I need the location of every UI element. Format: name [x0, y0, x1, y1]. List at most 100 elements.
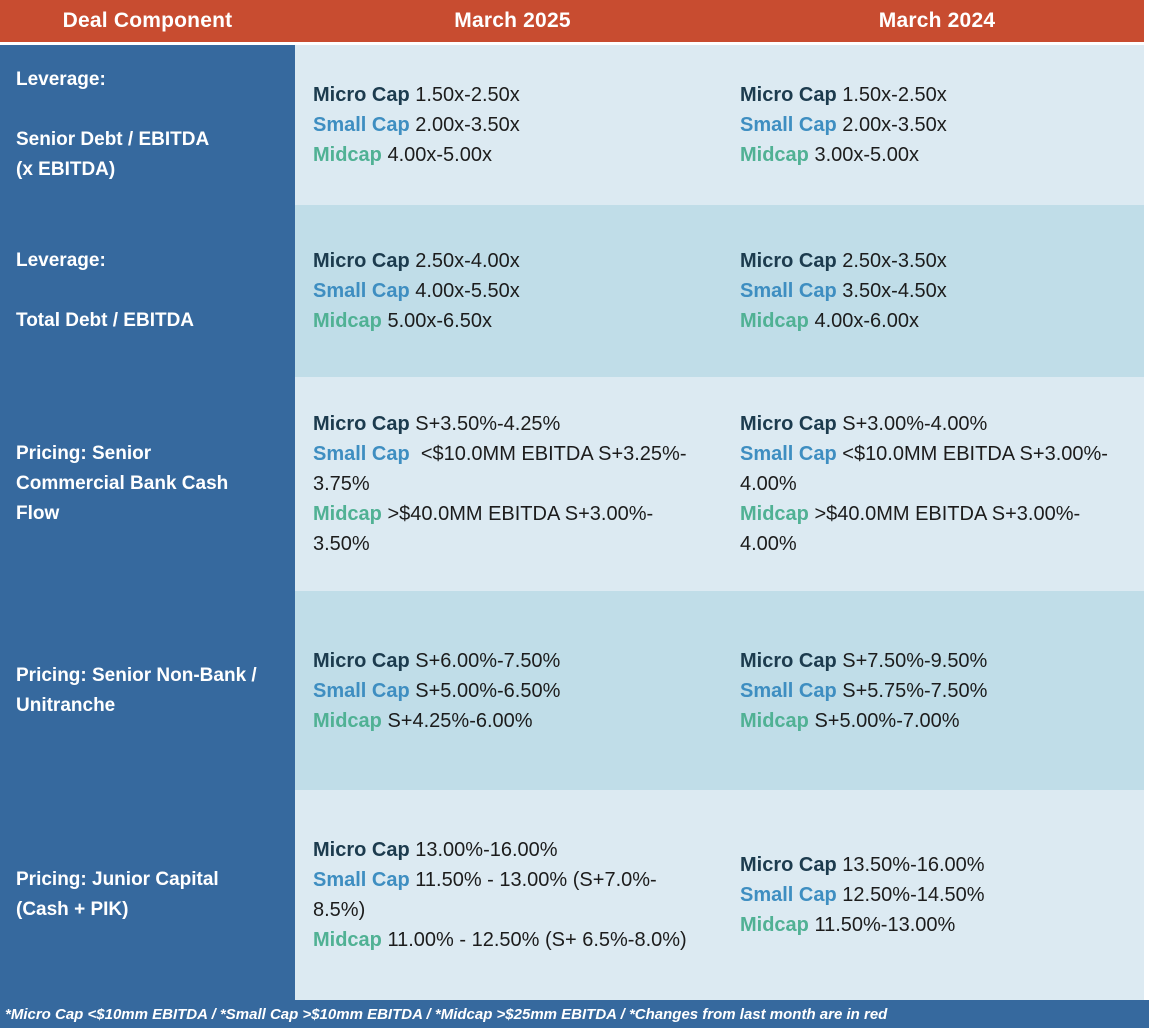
footnote-bar: *Micro Cap <$10mm EBITDA / *Small Cap >$… — [0, 1000, 1149, 1028]
table-header: Deal Component March 2025 March 2024 — [0, 0, 1144, 42]
data-line: Micro Cap 1.50x-2.50x — [313, 80, 730, 110]
header-march-2025: March 2025 — [454, 9, 571, 32]
small-cap-label: Small Cap — [740, 280, 837, 302]
data-line: Midcap 4.00x-5.00x — [313, 140, 730, 170]
data-line: 8.5%) — [313, 895, 730, 925]
small-cap-label: Small Cap — [313, 679, 410, 702]
value-text: 3.75% — [313, 473, 370, 495]
value-text: <$10.0MM EBITDA S+3.00%- — [836, 443, 1108, 465]
value-text: S+6.00%-7.50% — [409, 649, 561, 672]
data-cell-march-2024: Micro Cap S+7.50%-9.50% Small Cap S+5.75%… — [730, 591, 1144, 790]
data-line: 4.00% — [740, 529, 1144, 559]
header-deal-component: Deal Component — [62, 9, 233, 32]
value-text: 13.50%-16.00% — [836, 854, 985, 876]
component-label-line: Total Debt / EBITDA — [16, 310, 195, 331]
mid-cap-label: Midcap — [313, 503, 382, 525]
data-cell-march-2024: Micro Cap 1.50x-2.50x Small Cap 2.00x-3.5… — [730, 45, 1144, 205]
component-label-line: Pricing: Senior Non-Bank / — [16, 664, 257, 686]
value-text: 3.50% — [313, 533, 370, 555]
value-text: 11.00% - 12.50% (S+ 6.5%-8.0%) — [381, 929, 687, 951]
component-label-cell: Leverage: Senior Debt / EBITDA (x EBITDA) — [0, 45, 295, 205]
data-cell-march-2025: Micro Cap 13.00%-16.00% Small Cap 11.50% … — [295, 790, 730, 1000]
component-label-line — [16, 276, 289, 306]
data-line: Micro Cap S+3.00%-4.00% — [740, 409, 1144, 439]
component-label-cell: Pricing: Junior Capital (Cash + PIK) — [0, 790, 295, 1000]
mid-cap-label: Midcap — [313, 144, 382, 166]
mid-cap-label: Midcap — [740, 144, 809, 166]
component-label-line: (x EBITDA) — [16, 159, 116, 180]
component-label-line: Commercial Bank Cash — [16, 473, 229, 494]
small-cap-label: Small Cap — [313, 869, 410, 891]
data-cell-march-2024: Micro Cap S+3.00%-4.00% Small Cap <$10.0M… — [730, 377, 1144, 591]
small-cap-label: Small Cap — [313, 114, 410, 136]
value-text: 13.00%-16.00% — [409, 839, 558, 861]
micro-cap-label: Micro Cap — [313, 84, 410, 106]
value-text: 5.00x-6.50x — [381, 310, 492, 332]
data-line: Small Cap S+5.00%-6.50% — [313, 676, 730, 706]
data-line: Small Cap 4.00x-5.50x — [313, 276, 730, 306]
value-text: 3.50x-4.50x — [836, 280, 947, 302]
data-line: Micro Cap 13.00%-16.00% — [313, 835, 730, 865]
data-line: 3.75% — [313, 469, 730, 499]
data-cell-march-2024: Micro Cap 13.50%-16.00% Small Cap 12.50%-… — [730, 790, 1144, 1000]
small-cap-label: Small Cap — [740, 443, 837, 465]
data-line: Micro Cap S+6.00%-7.50% — [313, 646, 730, 676]
value-text: >$40.0MM EBITDA S+3.00%- — [381, 503, 654, 525]
component-label-cell: Leverage: Total Debt / EBITDA — [0, 205, 295, 377]
value-text: 4.00% — [740, 533, 797, 555]
small-cap-label: Small Cap — [313, 443, 410, 465]
table-row: Leverage: Total Debt / EBITDA Micro Cap 2.… — [0, 205, 1149, 377]
data-line: Small Cap 11.50% - 13.00% (S+7.0%- — [313, 865, 730, 895]
data-line: Small Cap <$10.0MM EBITDA S+3.00%- — [740, 439, 1144, 469]
table-row: Pricing: Junior Capital (Cash + PIK) Micro… — [0, 790, 1149, 1000]
mid-cap-label: Midcap — [313, 709, 382, 732]
value-text: 1.50x-2.50x — [836, 84, 947, 106]
mid-cap-label: Midcap — [740, 914, 809, 936]
data-line: Midcap 4.00x-6.00x — [740, 306, 1144, 336]
data-line: Micro Cap 13.50%-16.00% — [740, 850, 1144, 880]
value-text: S+3.00%-4.00% — [836, 413, 988, 435]
data-line: Midcap >$40.0MM EBITDA S+3.00%- — [740, 499, 1144, 529]
component-label-line — [16, 95, 289, 125]
micro-cap-label: Micro Cap — [740, 413, 837, 435]
data-line: Small Cap 3.50x-4.50x — [740, 276, 1144, 306]
data-line: Midcap 11.00% - 12.50% (S+ 6.5%-8.0%) — [313, 925, 730, 955]
data-line: Small Cap 2.00x-3.50x — [313, 110, 730, 140]
value-text: S+7.50%-9.50% — [836, 649, 988, 672]
value-text: S+5.75%-7.50% — [836, 679, 988, 702]
value-text: <$10.0MM EBITDA S+3.25%- — [409, 443, 687, 465]
value-text: 2.50x-3.50x — [836, 250, 947, 272]
mid-cap-label: Midcap — [740, 709, 809, 732]
table-body: Leverage: Senior Debt / EBITDA (x EBITDA) M… — [0, 45, 1149, 1000]
table-row: Leverage: Senior Debt / EBITDA (x EBITDA) M… — [0, 45, 1149, 205]
component-label-cell: Pricing: Senior Non-Bank / Unitranche — [0, 591, 295, 790]
component-label-line: Unitranche — [16, 694, 116, 716]
data-cell-march-2024: Micro Cap 2.50x-3.50x Small Cap 3.50x-4.5… — [730, 205, 1144, 377]
value-text: 4.00x-5.00x — [381, 144, 492, 166]
micro-cap-label: Micro Cap — [313, 250, 410, 272]
data-line: Micro Cap S+7.50%-9.50% — [740, 646, 1144, 676]
value-text: 2.00x-3.50x — [836, 114, 947, 136]
value-text: 2.50x-4.00x — [409, 250, 520, 272]
value-text: 11.50% - 13.00% (S+7.0%- — [409, 869, 657, 891]
data-line: Midcap S+5.00%-7.00% — [740, 706, 1144, 736]
micro-cap-label: Micro Cap — [313, 413, 410, 435]
data-line: Micro Cap S+3.50%-4.25% — [313, 409, 730, 439]
value-text: S+3.50%-4.25% — [409, 413, 561, 435]
component-label-line: Leverage: — [16, 69, 106, 90]
value-text: 12.50%-14.50% — [836, 884, 985, 906]
component-label-line: Pricing: Senior — [16, 443, 152, 464]
value-text: 3.00x-5.00x — [808, 144, 919, 166]
value-text: 2.00x-3.50x — [409, 114, 520, 136]
value-text: 1.50x-2.50x — [409, 84, 520, 106]
data-line: Midcap 5.00x-6.50x — [313, 306, 730, 336]
data-line: Midcap S+4.25%-6.00% — [313, 706, 730, 736]
micro-cap-label: Micro Cap — [740, 649, 837, 672]
header-march-2024: March 2024 — [878, 9, 996, 32]
small-cap-label: Small Cap — [313, 280, 410, 302]
value-text: 11.50%-13.00% — [808, 914, 956, 936]
data-line: Midcap 3.00x-5.00x — [740, 140, 1144, 170]
micro-cap-label: Micro Cap — [313, 649, 410, 672]
mid-cap-label: Midcap — [740, 503, 809, 525]
